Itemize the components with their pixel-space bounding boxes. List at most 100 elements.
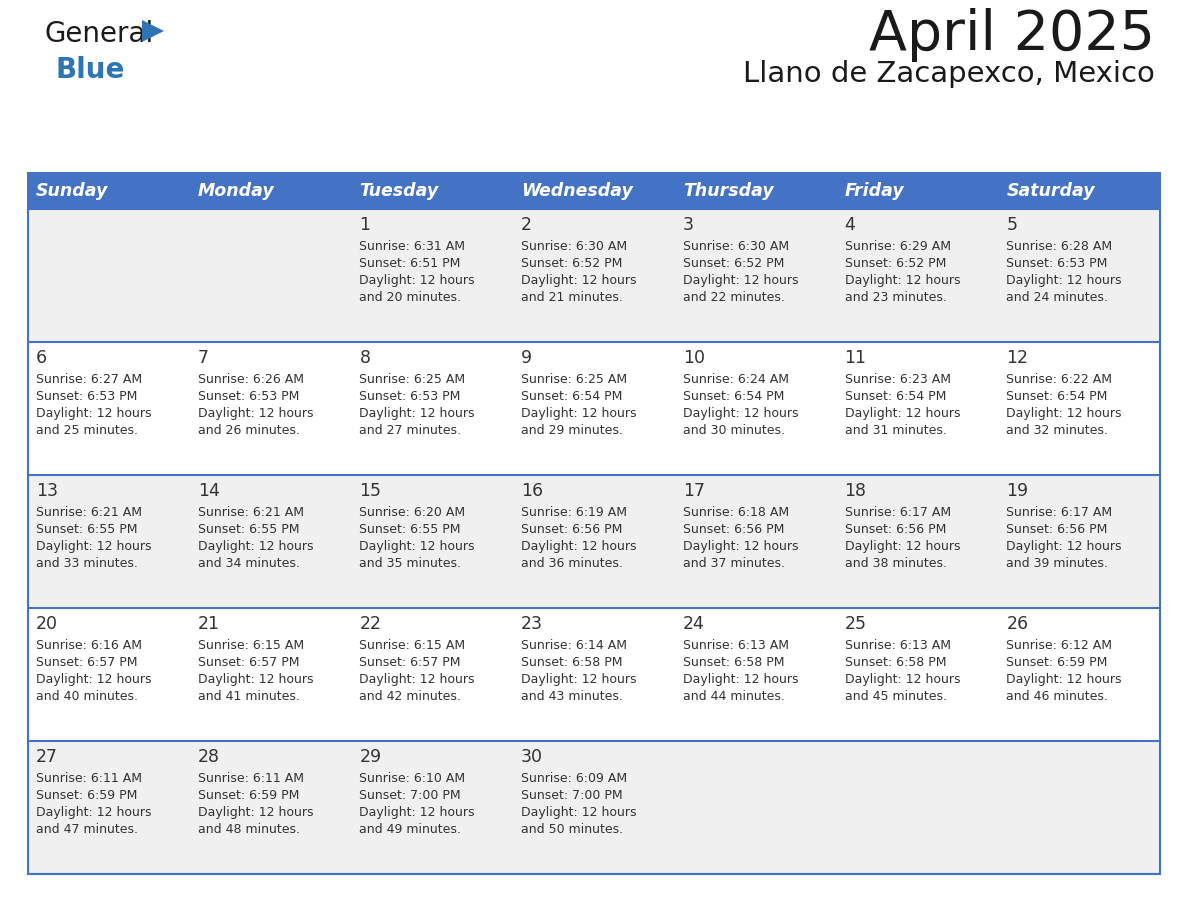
Text: Daylight: 12 hours: Daylight: 12 hours [522, 540, 637, 553]
Text: Sunrise: 6:14 AM: Sunrise: 6:14 AM [522, 639, 627, 652]
Text: 24: 24 [683, 615, 704, 633]
Text: Daylight: 12 hours: Daylight: 12 hours [360, 673, 475, 686]
Text: Sunrise: 6:11 AM: Sunrise: 6:11 AM [197, 772, 304, 785]
Text: Daylight: 12 hours: Daylight: 12 hours [683, 274, 798, 287]
Text: and 26 minutes.: and 26 minutes. [197, 424, 299, 437]
Text: Sunrise: 6:09 AM: Sunrise: 6:09 AM [522, 772, 627, 785]
Text: Sunset: 6:56 PM: Sunset: 6:56 PM [683, 523, 784, 536]
Text: and 42 minutes.: and 42 minutes. [360, 690, 461, 703]
Text: 22: 22 [360, 615, 381, 633]
Text: Sunrise: 6:31 AM: Sunrise: 6:31 AM [360, 240, 466, 253]
Text: and 32 minutes.: and 32 minutes. [1006, 424, 1108, 437]
Text: Sunrise: 6:23 AM: Sunrise: 6:23 AM [845, 373, 950, 386]
Text: 5: 5 [1006, 216, 1017, 234]
Text: Sunrise: 6:21 AM: Sunrise: 6:21 AM [197, 506, 304, 519]
Text: Sunrise: 6:22 AM: Sunrise: 6:22 AM [1006, 373, 1112, 386]
Text: Daylight: 12 hours: Daylight: 12 hours [36, 806, 152, 819]
Text: Sunset: 6:54 PM: Sunset: 6:54 PM [1006, 390, 1107, 403]
Text: April 2025: April 2025 [868, 8, 1155, 62]
Text: General: General [45, 20, 154, 48]
Text: and 33 minutes.: and 33 minutes. [36, 557, 138, 570]
Text: Sunset: 6:53 PM: Sunset: 6:53 PM [197, 390, 299, 403]
Text: 13: 13 [36, 482, 58, 500]
Text: Daylight: 12 hours: Daylight: 12 hours [522, 407, 637, 420]
Text: Sunset: 6:54 PM: Sunset: 6:54 PM [683, 390, 784, 403]
Text: Sunset: 6:56 PM: Sunset: 6:56 PM [845, 523, 946, 536]
Text: Monday: Monday [197, 182, 274, 200]
Text: and 24 minutes.: and 24 minutes. [1006, 291, 1108, 304]
Text: Sunset: 6:57 PM: Sunset: 6:57 PM [36, 656, 138, 669]
Text: Daylight: 12 hours: Daylight: 12 hours [360, 274, 475, 287]
Text: Sunset: 6:52 PM: Sunset: 6:52 PM [683, 257, 784, 270]
Text: Sunset: 6:53 PM: Sunset: 6:53 PM [36, 390, 138, 403]
Text: and 27 minutes.: and 27 minutes. [360, 424, 461, 437]
Text: 21: 21 [197, 615, 220, 633]
Text: Sunset: 6:58 PM: Sunset: 6:58 PM [845, 656, 946, 669]
Text: 10: 10 [683, 349, 704, 367]
Text: Sunrise: 6:17 AM: Sunrise: 6:17 AM [1006, 506, 1112, 519]
Text: Daylight: 12 hours: Daylight: 12 hours [197, 673, 314, 686]
Bar [29, 475, 1159, 608]
Text: Daylight: 12 hours: Daylight: 12 hours [1006, 673, 1121, 686]
Text: Sunrise: 6:19 AM: Sunrise: 6:19 AM [522, 506, 627, 519]
Text: Sunset: 6:59 PM: Sunset: 6:59 PM [36, 789, 138, 802]
Text: and 48 minutes.: and 48 minutes. [197, 823, 299, 836]
Text: and 41 minutes.: and 41 minutes. [197, 690, 299, 703]
Text: Sunset: 6:51 PM: Sunset: 6:51 PM [360, 257, 461, 270]
Text: and 45 minutes.: and 45 minutes. [845, 690, 947, 703]
Text: and 43 minutes.: and 43 minutes. [522, 690, 623, 703]
Text: Sunrise: 6:11 AM: Sunrise: 6:11 AM [36, 772, 143, 785]
Text: Sunset: 7:00 PM: Sunset: 7:00 PM [522, 789, 623, 802]
Bar [29, 173, 1159, 874]
Text: Daylight: 12 hours: Daylight: 12 hours [1006, 540, 1121, 553]
Text: Tuesday: Tuesday [360, 182, 438, 200]
Text: 28: 28 [197, 748, 220, 766]
Text: Sunset: 6:54 PM: Sunset: 6:54 PM [522, 390, 623, 403]
Text: Sunset: 6:53 PM: Sunset: 6:53 PM [360, 390, 461, 403]
Text: Daylight: 12 hours: Daylight: 12 hours [36, 407, 152, 420]
Text: Sunset: 6:55 PM: Sunset: 6:55 PM [36, 523, 138, 536]
Text: Sunrise: 6:17 AM: Sunrise: 6:17 AM [845, 506, 950, 519]
Text: Sunset: 6:59 PM: Sunset: 6:59 PM [1006, 656, 1107, 669]
Bar [29, 608, 1159, 741]
Text: and 40 minutes.: and 40 minutes. [36, 690, 138, 703]
Text: Sunset: 6:54 PM: Sunset: 6:54 PM [845, 390, 946, 403]
Text: Sunset: 6:59 PM: Sunset: 6:59 PM [197, 789, 299, 802]
Text: and 25 minutes.: and 25 minutes. [36, 424, 138, 437]
Text: Daylight: 12 hours: Daylight: 12 hours [522, 673, 637, 686]
Text: Sunrise: 6:12 AM: Sunrise: 6:12 AM [1006, 639, 1112, 652]
Text: 7: 7 [197, 349, 209, 367]
Text: Daylight: 12 hours: Daylight: 12 hours [845, 407, 960, 420]
Text: Sunrise: 6:10 AM: Sunrise: 6:10 AM [360, 772, 466, 785]
Text: 2: 2 [522, 216, 532, 234]
Text: 9: 9 [522, 349, 532, 367]
Text: 15: 15 [360, 482, 381, 500]
Text: Sunrise: 6:27 AM: Sunrise: 6:27 AM [36, 373, 143, 386]
Text: 17: 17 [683, 482, 704, 500]
Text: Sunset: 6:52 PM: Sunset: 6:52 PM [522, 257, 623, 270]
Text: Daylight: 12 hours: Daylight: 12 hours [522, 274, 637, 287]
Text: 8: 8 [360, 349, 371, 367]
Text: 6: 6 [36, 349, 48, 367]
Bar [29, 209, 1159, 342]
Text: and 36 minutes.: and 36 minutes. [522, 557, 623, 570]
Text: Sunrise: 6:15 AM: Sunrise: 6:15 AM [197, 639, 304, 652]
Text: Sunset: 6:57 PM: Sunset: 6:57 PM [360, 656, 461, 669]
Text: Daylight: 12 hours: Daylight: 12 hours [197, 806, 314, 819]
Bar [29, 342, 1159, 475]
Text: Sunset: 6:58 PM: Sunset: 6:58 PM [522, 656, 623, 669]
Text: and 37 minutes.: and 37 minutes. [683, 557, 785, 570]
Text: and 31 minutes.: and 31 minutes. [845, 424, 947, 437]
Text: and 34 minutes.: and 34 minutes. [197, 557, 299, 570]
Text: and 30 minutes.: and 30 minutes. [683, 424, 785, 437]
Text: Sunrise: 6:16 AM: Sunrise: 6:16 AM [36, 639, 143, 652]
Text: Sunrise: 6:24 AM: Sunrise: 6:24 AM [683, 373, 789, 386]
Text: Daylight: 12 hours: Daylight: 12 hours [522, 806, 637, 819]
Text: 3: 3 [683, 216, 694, 234]
Text: Saturday: Saturday [1006, 182, 1095, 200]
Text: Daylight: 12 hours: Daylight: 12 hours [845, 673, 960, 686]
Text: Llano de Zacapexco, Mexico: Llano de Zacapexco, Mexico [744, 60, 1155, 88]
Text: 20: 20 [36, 615, 58, 633]
Text: 29: 29 [360, 748, 381, 766]
Text: and 35 minutes.: and 35 minutes. [360, 557, 461, 570]
